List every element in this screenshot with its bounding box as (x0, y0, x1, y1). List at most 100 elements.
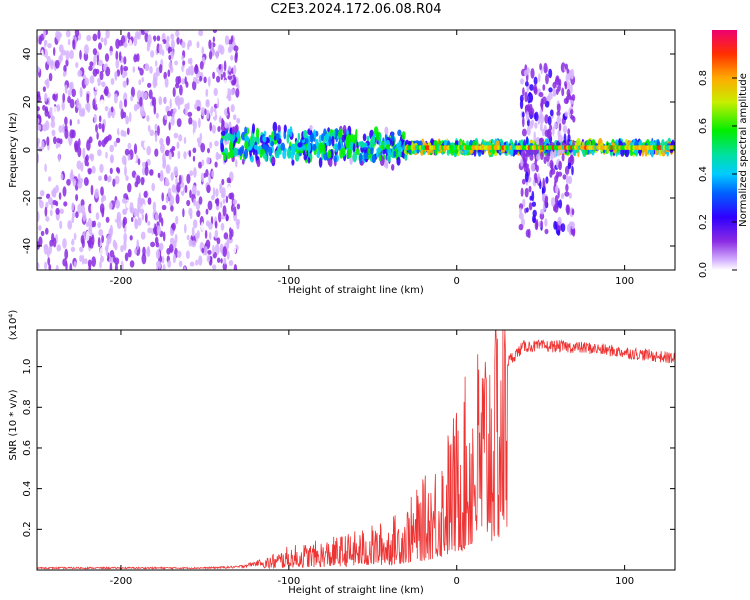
heatmap-cell (549, 124, 553, 131)
heatmap-cell (99, 84, 103, 93)
heatmap-cell (341, 147, 346, 156)
heatmap-cell (52, 199, 57, 206)
heatmap-cell (53, 87, 58, 95)
heatmap-cell (63, 201, 68, 207)
heatmap-cell (225, 195, 229, 204)
heatmap-cell (224, 129, 228, 135)
heatmap-cell (192, 155, 196, 162)
heatmap-cell (524, 171, 529, 183)
heatmap-cell (55, 207, 60, 215)
heatmap-cell (184, 184, 188, 194)
heatmap-cell (154, 123, 158, 131)
heatmap-cell (129, 39, 132, 48)
heatmap-cell (76, 160, 82, 170)
heatmap-cell (207, 249, 212, 255)
heatmap-cell (147, 197, 152, 205)
heatmap-cell (227, 74, 233, 80)
heatmap-cell (188, 239, 193, 247)
heatmap-cell (176, 182, 181, 193)
heatmap-cell (182, 60, 186, 66)
heatmap-cell (352, 134, 357, 145)
heatmap-cell (520, 187, 524, 197)
heatmap-cell (227, 95, 232, 102)
heatmap-cell (198, 161, 203, 169)
heatmap-cell (108, 175, 112, 183)
heatmap-cell (220, 130, 226, 136)
heatmap-cell (55, 264, 59, 270)
heatmap-cell (123, 98, 128, 108)
heatmap-cell (214, 140, 219, 147)
heatmap-cell (136, 239, 139, 251)
heatmap-cell (81, 254, 85, 265)
heatmap-cell (214, 229, 218, 239)
heatmap-cell (115, 59, 120, 69)
heatmap-cell (110, 78, 115, 85)
heatmap-cell (112, 178, 116, 187)
heatmap-cell (558, 160, 562, 171)
heatmap-cell (120, 260, 124, 270)
heatmap-cell (104, 53, 110, 62)
heatmap-cell (98, 140, 102, 147)
heatmap-cell (558, 199, 563, 209)
heatmap-cell (220, 201, 223, 209)
heatmap-cell (532, 214, 536, 223)
heatmap-cell (74, 140, 79, 151)
heatmap-cell (50, 59, 54, 70)
heatmap-cell (167, 46, 173, 53)
heatmap-cell (231, 126, 235, 136)
heatmap-cell (71, 88, 76, 98)
heatmap-cell (229, 43, 234, 52)
heatmap-cell (290, 143, 296, 152)
heatmap-cell (557, 149, 561, 157)
heatmap-cell (290, 150, 294, 160)
heatmap-cell (51, 177, 56, 188)
heatmap-cell (518, 223, 524, 231)
heatmap-cell (123, 56, 127, 65)
heatmap-cell (384, 126, 389, 135)
heatmap-cell (572, 116, 576, 123)
heatmap-cell (230, 104, 235, 113)
heatmap-cell (522, 153, 528, 164)
heatmap-cell (570, 226, 576, 236)
y-tick-label: 0.6 (22, 440, 33, 456)
heatmap-cell (200, 172, 204, 183)
heatmap-cell (103, 64, 107, 71)
heatmap-cell (127, 182, 132, 193)
heatmap-cell (76, 97, 80, 109)
heatmap-cell (172, 107, 177, 114)
heatmap-cell (538, 73, 541, 83)
heatmap-cell (531, 190, 535, 202)
heatmap-cell (67, 220, 73, 230)
heatmap-cell (44, 106, 49, 113)
heatmap-cell (146, 44, 150, 52)
heatmap-cell (539, 114, 545, 125)
heatmap-cell (123, 71, 128, 77)
heatmap-cell (540, 151, 544, 160)
heatmap-cell (567, 162, 572, 170)
heatmap-cell (208, 231, 212, 240)
heatmap-cell (60, 173, 64, 181)
heatmap-cell (525, 136, 529, 145)
heatmap-cell (539, 180, 542, 190)
heatmap-cell (251, 123, 256, 134)
heatmap-cell (55, 166, 59, 173)
heatmap-cell (557, 134, 563, 143)
heatmap-cell (165, 164, 171, 174)
heatmap-cell (214, 97, 218, 105)
heatmap-cell (537, 173, 540, 184)
heatmap-cell (152, 201, 157, 212)
heatmap-cell (212, 36, 216, 43)
heatmap-cell (142, 167, 146, 176)
heatmap-cell (544, 195, 549, 204)
heatmap-cell (70, 169, 74, 178)
heatmap-cell (94, 188, 99, 199)
heatmap-cell (233, 147, 239, 157)
heatmap-cell (69, 98, 75, 109)
heatmap-cell (121, 155, 127, 165)
heatmap-cell (45, 216, 50, 222)
heatmap-cell (233, 206, 237, 216)
heatmap-cell (534, 111, 539, 122)
heatmap-cell (220, 142, 225, 153)
heatmap-cell (211, 194, 215, 201)
heatmap-cell (223, 86, 228, 98)
